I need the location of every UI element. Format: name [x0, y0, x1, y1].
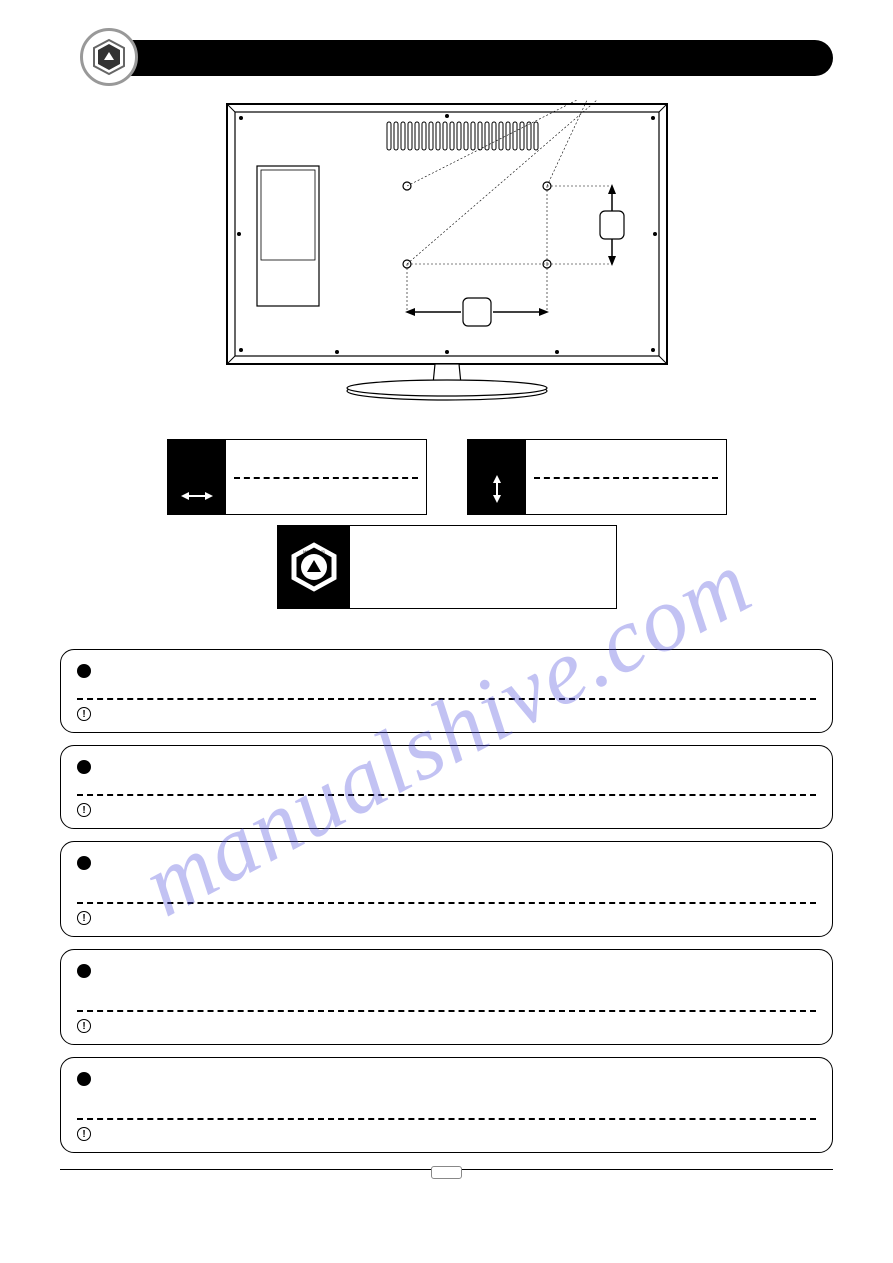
mount-warnings-section: ! ! ! [60, 649, 833, 1153]
vertical-spacing-box [467, 439, 727, 515]
page-footer [60, 1169, 833, 1192]
caution-icon: ! [77, 911, 91, 925]
caution-icon: ! [77, 1019, 91, 1033]
hex-badge-icon [90, 38, 128, 76]
header-bar [100, 40, 833, 76]
caution-icon: ! [77, 1127, 91, 1141]
mount-card-1: ! [60, 649, 833, 733]
vesa-badge-icon: MOUNTING [278, 526, 350, 608]
bullet-icon [77, 664, 91, 678]
divider-dashed [77, 1010, 816, 1012]
tv-rear-diagram [217, 94, 677, 429]
page-number [431, 1166, 461, 1179]
horizontal-arrow-icon [168, 440, 226, 514]
vesa-spec-box: MOUNTING [277, 525, 617, 609]
bullet-icon [77, 1072, 91, 1086]
spec-row [60, 439, 833, 515]
mount-card-5: ! [60, 1057, 833, 1153]
divider-dashed [77, 902, 816, 904]
page-container: MOUNTING ! ! [0, 0, 893, 1222]
horizontal-spacing-box [167, 439, 427, 515]
vesa-emblem-icon [80, 28, 138, 86]
divider-dashed [77, 1118, 816, 1120]
vertical-spacing-value [526, 440, 726, 514]
mount-card-4: ! [60, 949, 833, 1045]
caution-icon: ! [77, 707, 91, 721]
mount-card-3: ! [60, 841, 833, 937]
caution-icon: ! [77, 803, 91, 817]
svg-text:MOUNTING: MOUNTING [303, 549, 325, 554]
mount-card-2: ! [60, 745, 833, 829]
vertical-arrow-icon [468, 440, 526, 514]
bullet-icon [77, 760, 91, 774]
divider-dashed [77, 698, 816, 700]
vesa-spec-value [350, 526, 616, 608]
divider-dashed [77, 794, 816, 796]
bullet-icon [77, 964, 91, 978]
bullet-icon [77, 856, 91, 870]
horizontal-spacing-value [226, 440, 426, 514]
